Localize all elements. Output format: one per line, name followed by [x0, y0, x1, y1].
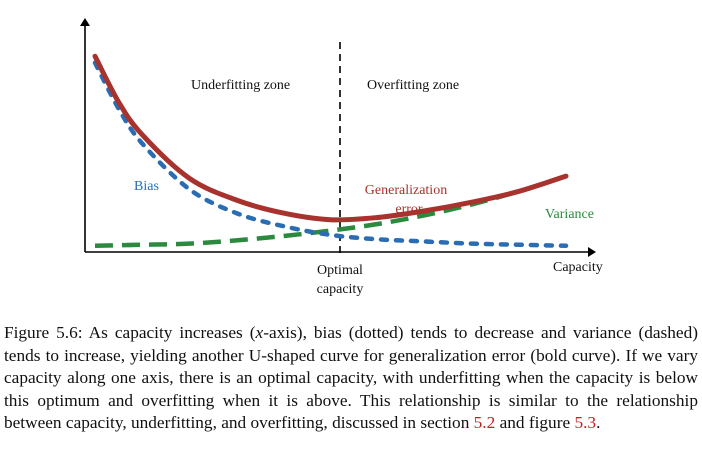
bias-label: Bias	[134, 179, 159, 194]
caption-text: .	[596, 413, 601, 432]
variance-curve	[94, 173, 567, 249]
optimal-capacity-label-line2: capacity	[316, 282, 364, 297]
generalization-error-label: Generalization	[364, 183, 448, 198]
caption-figure-label: Figure 5.6:	[4, 323, 83, 342]
variance-label: Variance	[545, 207, 594, 222]
caption-text: -axis), bias (dotted) tends to decrease …	[4, 323, 698, 432]
overfitting-zone-label: Overfitting zone	[367, 78, 460, 93]
figure-reference-link[interactable]: 5.3	[574, 413, 597, 432]
bias-curve	[92, 60, 569, 249]
generalization-error-curve	[92, 53, 569, 223]
caption-x-variable: x	[255, 323, 264, 342]
caption-text: and figure	[495, 413, 575, 432]
optimal-capacity-label: Optimal	[317, 263, 363, 278]
generalization-error-label-line2: error	[395, 202, 423, 217]
capacity-chart	[80, 18, 596, 257]
figure-caption: Figure 5.6: As capacity increases (x-axi…	[4, 322, 698, 435]
section-reference-link[interactable]: 5.2	[473, 413, 496, 432]
x-axis-label: Capacity	[553, 260, 603, 275]
caption-text: As capacity increases (	[82, 323, 256, 342]
underfitting-zone-label: Underfitting zone	[191, 78, 291, 93]
figure-5-6: Underfitting zone Overfitting zone Bias …	[80, 18, 603, 297]
